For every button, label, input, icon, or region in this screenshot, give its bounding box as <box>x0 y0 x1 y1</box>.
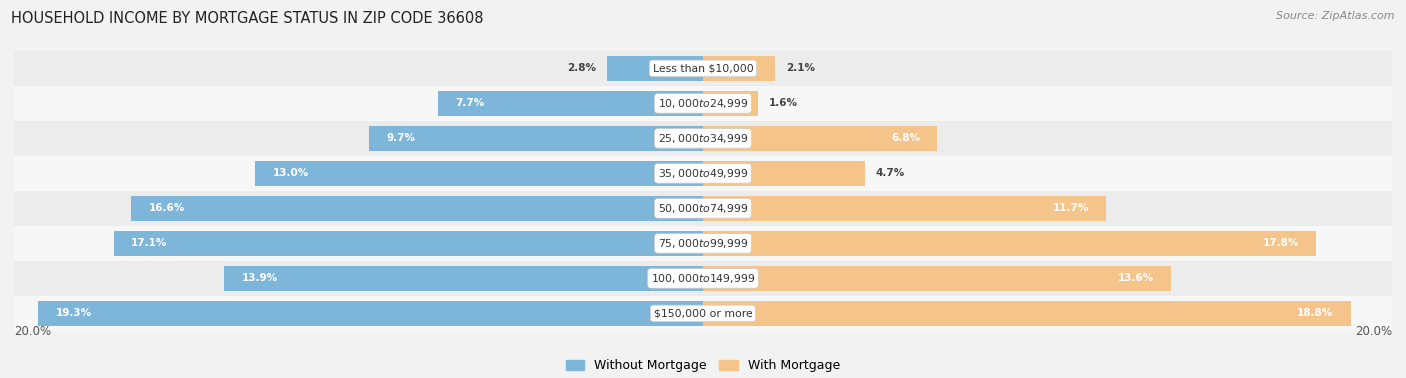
Text: Less than $10,000: Less than $10,000 <box>652 64 754 73</box>
Text: Source: ZipAtlas.com: Source: ZipAtlas.com <box>1277 11 1395 21</box>
Bar <box>703 161 865 186</box>
Bar <box>14 86 1392 121</box>
Bar <box>703 266 1171 291</box>
Text: 13.9%: 13.9% <box>242 273 277 284</box>
Bar <box>14 296 1392 331</box>
Bar <box>131 196 703 221</box>
Text: HOUSEHOLD INCOME BY MORTGAGE STATUS IN ZIP CODE 36608: HOUSEHOLD INCOME BY MORTGAGE STATUS IN Z… <box>11 11 484 26</box>
Text: $25,000 to $34,999: $25,000 to $34,999 <box>658 132 748 145</box>
Legend: Without Mortgage, With Mortgage: Without Mortgage, With Mortgage <box>561 355 845 377</box>
Bar <box>368 126 703 151</box>
Bar <box>703 126 938 151</box>
Text: 11.7%: 11.7% <box>1053 203 1088 214</box>
Text: 19.3%: 19.3% <box>55 308 91 318</box>
Bar <box>606 56 703 81</box>
Text: 6.8%: 6.8% <box>891 133 920 143</box>
Text: $35,000 to $49,999: $35,000 to $49,999 <box>658 167 748 180</box>
Text: 9.7%: 9.7% <box>387 133 415 143</box>
Text: 2.1%: 2.1% <box>786 64 814 73</box>
Text: 2.8%: 2.8% <box>567 64 596 73</box>
Text: 13.6%: 13.6% <box>1118 273 1154 284</box>
Text: $10,000 to $24,999: $10,000 to $24,999 <box>658 97 748 110</box>
Text: 1.6%: 1.6% <box>769 98 797 108</box>
Text: 18.8%: 18.8% <box>1298 308 1333 318</box>
Bar <box>224 266 703 291</box>
Text: 20.0%: 20.0% <box>14 325 51 338</box>
Bar <box>703 301 1351 326</box>
Bar <box>14 51 1392 86</box>
Text: $100,000 to $149,999: $100,000 to $149,999 <box>651 272 755 285</box>
Text: 17.1%: 17.1% <box>131 239 167 248</box>
Bar <box>703 196 1107 221</box>
Bar <box>114 231 703 256</box>
Bar <box>14 156 1392 191</box>
Bar <box>38 301 703 326</box>
Bar <box>703 56 775 81</box>
Text: 17.8%: 17.8% <box>1263 239 1299 248</box>
Text: $150,000 or more: $150,000 or more <box>654 308 752 318</box>
Bar <box>14 121 1392 156</box>
Text: 4.7%: 4.7% <box>875 168 904 178</box>
Bar <box>14 226 1392 261</box>
Bar <box>703 91 758 116</box>
Text: 13.0%: 13.0% <box>273 168 309 178</box>
Text: 7.7%: 7.7% <box>456 98 484 108</box>
Text: $75,000 to $99,999: $75,000 to $99,999 <box>658 237 748 250</box>
Bar <box>437 91 703 116</box>
Bar <box>256 161 703 186</box>
Text: 16.6%: 16.6% <box>149 203 184 214</box>
Text: $50,000 to $74,999: $50,000 to $74,999 <box>658 202 748 215</box>
Bar <box>14 191 1392 226</box>
Text: 20.0%: 20.0% <box>1355 325 1392 338</box>
Bar <box>703 231 1316 256</box>
Bar <box>14 261 1392 296</box>
